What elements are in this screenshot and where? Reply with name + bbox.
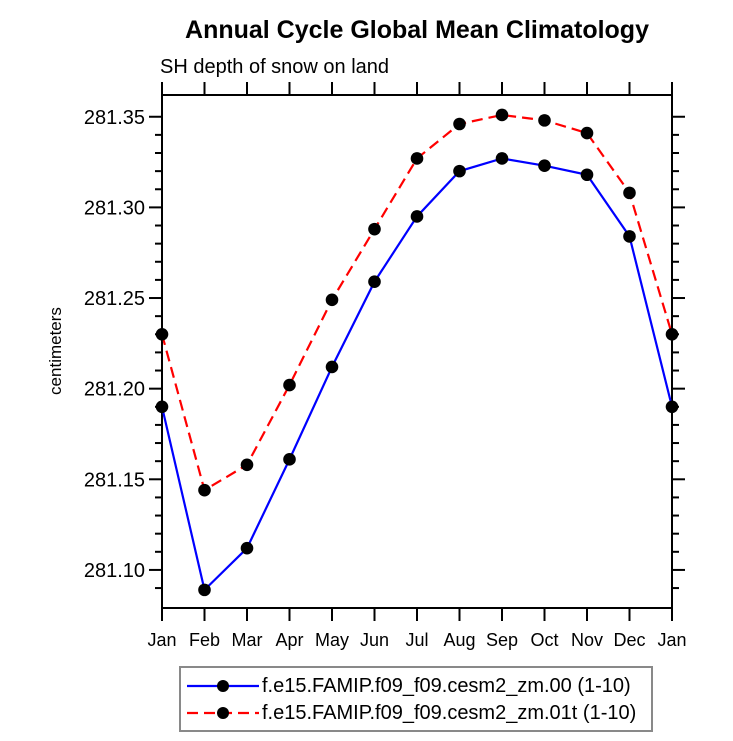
data-point-marker: [665, 400, 679, 414]
data-point-marker: [538, 114, 551, 127]
chart-title: Annual Cycle Global Mean Climatology: [185, 16, 649, 44]
series-line-0: [160, 157, 674, 593]
data-point-marker: [240, 458, 254, 472]
data-point-marker: [538, 159, 551, 172]
data-point-marker: [368, 222, 381, 236]
x-tick-label: May: [315, 630, 349, 650]
legend-sample-svg: [187, 706, 259, 719]
x-tick-label: Apr: [275, 630, 303, 650]
legend-line-solid-icon: [185, 678, 261, 694]
data-point-marker: [580, 168, 594, 182]
data-point-marker: [495, 152, 509, 165]
chart-subtitle: SH depth of snow on land: [160, 56, 390, 78]
plot-border: [161, 94, 673, 609]
data-point-marker: [410, 210, 424, 223]
y-tick-label: 281.30: [84, 197, 145, 219]
x-tick-label: Oct: [530, 630, 558, 650]
x-tick-label: Feb: [189, 630, 220, 650]
y-tick-label: 281.35: [84, 107, 145, 129]
data-point-marker: [665, 327, 679, 341]
data-point-marker: [283, 453, 296, 466]
x-tick-label: Jan: [147, 630, 176, 650]
legend-box: f.e15.FAMIP.f09_f09.cesm2_zm.00 (1-10) f…: [179, 666, 653, 732]
x-tick-label: Aug: [443, 630, 475, 650]
y-tick-label: 281.25: [84, 288, 145, 310]
series-line-1: [160, 113, 674, 492]
x-tick-label: Jul: [405, 630, 428, 650]
x-tick-label: Jan: [657, 630, 686, 650]
data-point-marker: [240, 541, 254, 555]
legend-line-dashed-icon: [185, 705, 261, 721]
data-point-marker: [580, 126, 594, 140]
data-point-marker: [283, 378, 296, 392]
data-point-marker: [198, 483, 211, 497]
legend-row: f.e15.FAMIP.f09_f09.cesm2_zm.01t (1-10): [185, 699, 651, 726]
legend-label: f.e15.FAMIP.f09_f09.cesm2_zm.01t (1-10): [262, 701, 637, 724]
x-tick-label: Dec: [613, 630, 645, 650]
x-tick-label: Sep: [486, 630, 518, 650]
data-point-marker: [155, 327, 169, 341]
legend-label: f.e15.FAMIP.f09_f09.cesm2_zm.00 (1-10): [262, 674, 631, 697]
data-point-marker: [495, 108, 509, 122]
data-point-marker: [453, 117, 466, 131]
y-tick-label: 281.20: [84, 379, 145, 401]
x-tick-label: Jun: [360, 630, 389, 650]
legend-row: f.e15.FAMIP.f09_f09.cesm2_zm.00 (1-10): [185, 672, 651, 699]
y-tick-label: 281.15: [84, 469, 145, 491]
y-tick-label: 281.10: [84, 560, 145, 582]
data-point-marker: [198, 583, 211, 597]
legend-sample-svg: [187, 679, 259, 692]
data-point-marker: [453, 164, 466, 178]
data-point-marker: [623, 230, 636, 243]
data-point-marker: [410, 152, 424, 165]
data-point-marker: [155, 400, 169, 414]
data-point-marker: [623, 186, 636, 200]
x-tick-label: Mar: [232, 630, 263, 650]
data-point-marker: [325, 293, 339, 307]
x-tick-label: Nov: [571, 630, 603, 650]
data-point-marker: [368, 275, 381, 289]
data-point-marker: [325, 360, 339, 374]
